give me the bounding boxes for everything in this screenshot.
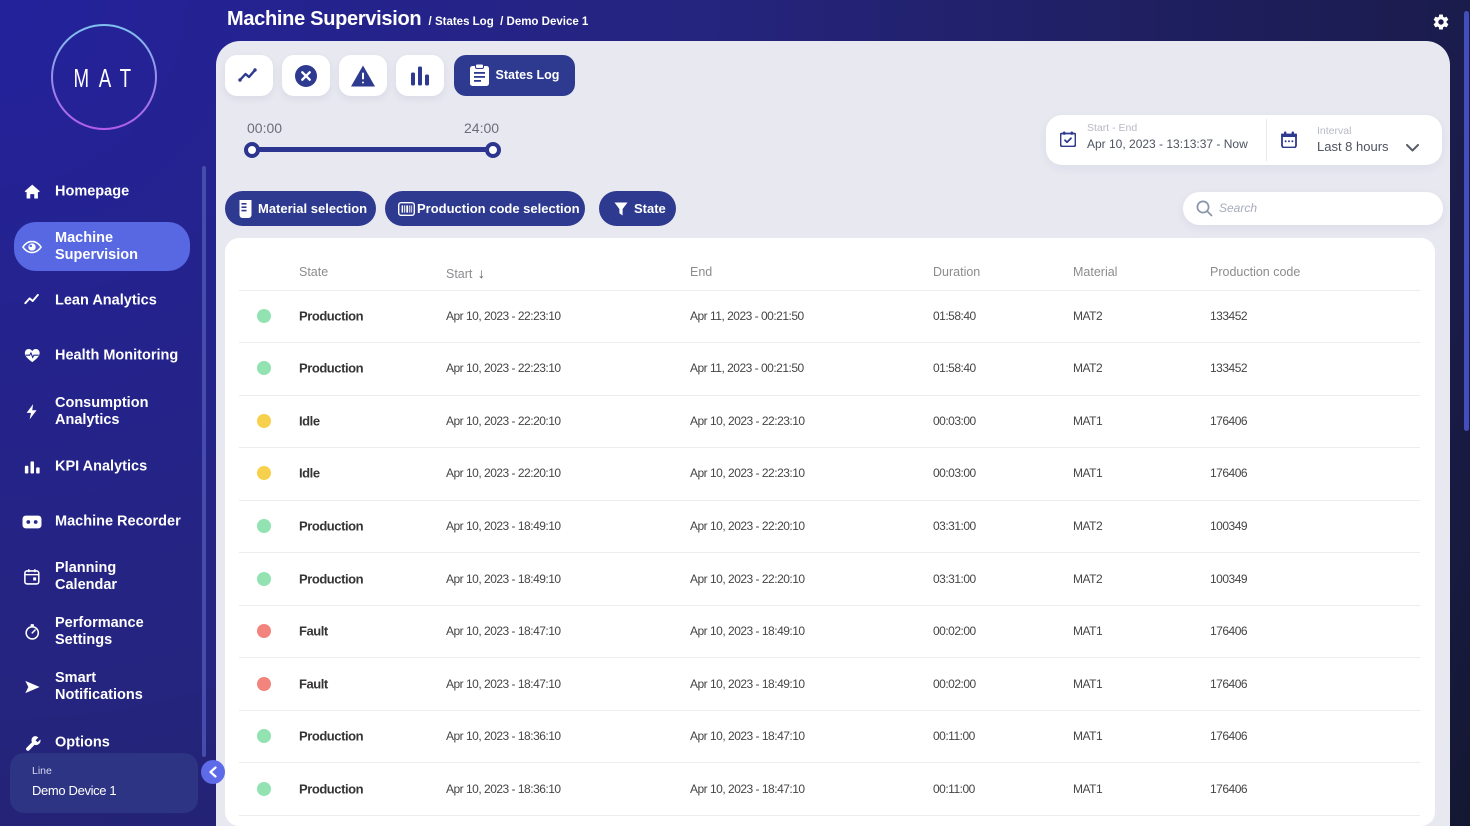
svg-text:MAT: MAT	[74, 63, 141, 93]
